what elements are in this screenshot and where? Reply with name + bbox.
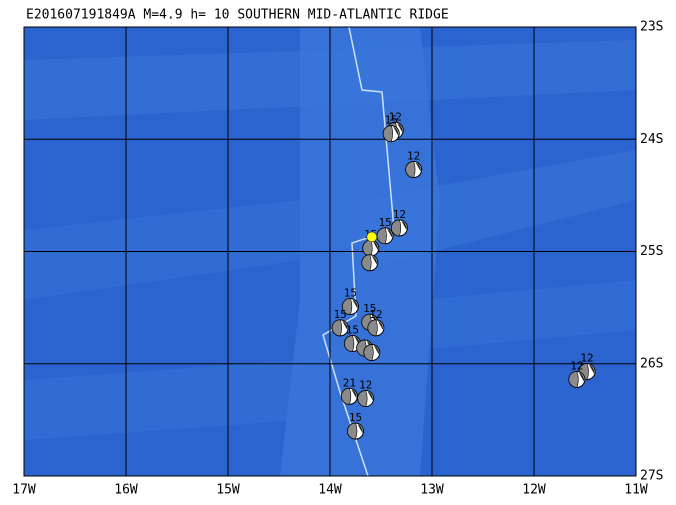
event-label: 12 (393, 208, 406, 221)
focal-mechanism: 15 (331, 308, 349, 337)
beachball-quadrant (415, 162, 421, 172)
epicenter (366, 231, 378, 243)
beachball-quadrant (373, 345, 379, 355)
focal-mechanism: 12 (405, 150, 423, 179)
beachball-quadrant (357, 390, 368, 407)
focal-mechanism: 12 (390, 208, 408, 237)
beachball-quadrant (376, 227, 387, 245)
ridge-axis (322, 26, 395, 477)
beachball-quadrant (367, 391, 373, 401)
beachball-quadrant (357, 424, 363, 434)
x-tick-label: 16W (114, 483, 138, 498)
focal-mechanism (363, 344, 381, 362)
y-tick-label: 25S (640, 244, 663, 259)
beachball-quadrant (371, 255, 377, 265)
beachball-quadrant (347, 422, 358, 440)
x-tick-label: 13W (420, 483, 444, 498)
beachball-quadrant (401, 220, 407, 230)
focal-mechanism: 15 (347, 411, 364, 440)
event-label: 15 (349, 411, 362, 424)
beachball-quadrant (391, 219, 402, 237)
y-tick-label: 27S (640, 469, 663, 484)
event-label: 15 (346, 324, 359, 337)
event-label: 12 (580, 352, 593, 365)
beachball-quadrant (589, 364, 595, 374)
beachball-quadrant (367, 319, 378, 337)
beachball-quadrant (387, 228, 393, 238)
beachball-quadrant (352, 299, 358, 309)
y-tick-label: 24S (640, 132, 663, 147)
beachball-quadrant (393, 126, 399, 136)
beachball-quadrant (405, 161, 416, 178)
beachball-quadrant (331, 319, 342, 337)
event-label: 21 (343, 376, 356, 389)
focal-mechanism: 15 (341, 287, 359, 316)
x-tick-label: 14W (318, 483, 342, 498)
beachball-quadrant (363, 344, 374, 361)
beachball-quadrant (568, 371, 579, 388)
event-label: 15 (385, 114, 398, 127)
beachball-quadrant (344, 335, 355, 352)
event-label: 12 (570, 359, 583, 372)
beachball-quadrant (341, 388, 352, 405)
event-label: 15 (334, 308, 347, 321)
beachball-quadrant (342, 320, 348, 330)
focal-mechanism: 15 (382, 114, 400, 143)
event-label: 12 (407, 150, 420, 163)
beachball-quadrant (361, 254, 372, 272)
beachball-quadrant (342, 298, 353, 315)
focal-mechanism: 21 (340, 376, 358, 405)
event-label: 12 (389, 110, 402, 123)
event-label: 12 (369, 308, 382, 321)
beachball-quadrant (397, 123, 403, 133)
x-tick-label: 12W (522, 483, 546, 498)
x-tick-label: 17W (12, 483, 36, 498)
event-label: 15 (378, 216, 391, 229)
beachball-quadrant (382, 125, 393, 142)
beachball-quadrant (351, 389, 357, 399)
beachball-quadrant (372, 241, 378, 251)
focal-mechanism (361, 254, 379, 272)
beachball-quadrant (377, 320, 384, 330)
y-tick-label: 26S (640, 356, 663, 371)
focal-mechanism: 12 (568, 359, 586, 388)
focal-mechanism: 12 (367, 308, 385, 337)
x-tick-label: 15W (216, 483, 240, 498)
focal-mechanism: 12 (357, 379, 375, 408)
event-label: 15 (363, 302, 376, 315)
event-label: 12 (359, 379, 372, 392)
x-tick-label: 11W (624, 483, 648, 498)
event-label: 15 (344, 287, 357, 300)
y-tick-label: 23S (640, 20, 663, 35)
title: E201607191849A M=4.9 h= 10 SOUTHERN MID-… (26, 8, 449, 23)
beachball-quadrant (578, 372, 584, 382)
focal-mechanism: 15 (376, 216, 394, 245)
frame (23, 26, 637, 477)
